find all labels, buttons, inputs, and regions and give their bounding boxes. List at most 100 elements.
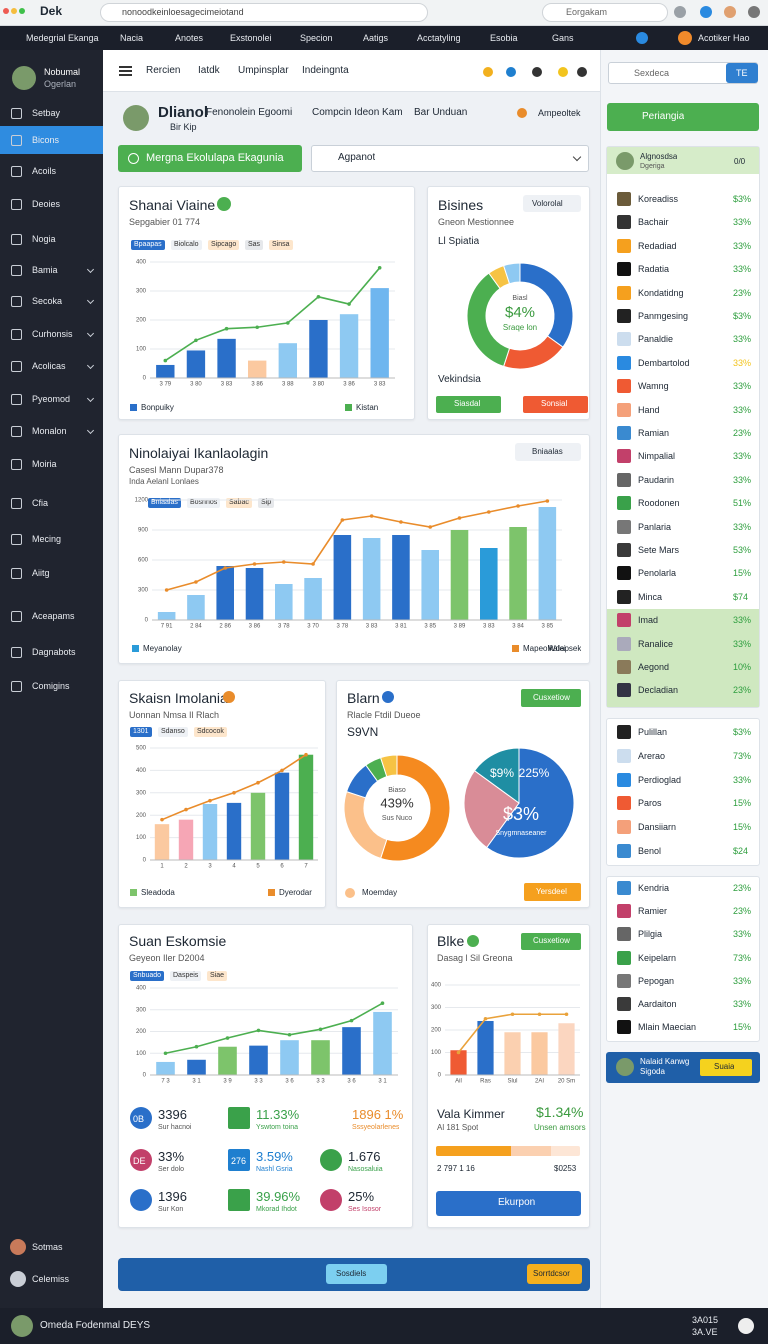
sidebar-item[interactable]: Cfia <box>32 498 49 508</box>
sidebar-item[interactable]: Monalon <box>32 426 67 436</box>
row-name[interactable]: Minca <box>638 591 663 602</box>
banner-secondary[interactable] <box>527 1264 582 1284</box>
card-select-text[interactable]: Bniaalas <box>532 447 563 456</box>
row-name[interactable]: Dembartolod <box>638 357 690 368</box>
panel-user-button[interactable] <box>700 1059 752 1076</box>
card-button-text[interactable]: Cusxetiow <box>533 693 570 702</box>
select[interactable] <box>311 145 589 172</box>
sidebar-item[interactable]: Acoils <box>32 166 57 176</box>
panel-user-button-text[interactable]: Suaia <box>714 1062 735 1071</box>
sidebar-item[interactable]: Aiitg <box>32 568 50 578</box>
row-name[interactable]: Hand <box>638 404 660 415</box>
legend-chip[interactable]: Snbuado <box>130 971 165 981</box>
card-select-text[interactable]: Volorolal <box>532 199 563 208</box>
sidebar-bottom-item[interactable]: Celemiss <box>32 1274 70 1284</box>
summary-button[interactable] <box>436 1191 581 1216</box>
nav-item[interactable]: Exstonolei <box>230 33 272 43</box>
sidebar-item[interactable]: Curhonsis <box>32 329 73 339</box>
legend-chip[interactable]: Bosnnos <box>187 498 221 508</box>
card-select[interactable] <box>523 195 581 212</box>
legend-chip[interactable]: 1301 <box>130 727 152 737</box>
nav-item[interactable]: Specion <box>300 33 333 43</box>
row-name[interactable]: Paudarin <box>638 474 675 485</box>
sidebar-item[interactable]: Bamia <box>32 265 58 275</box>
row-name[interactable]: Decladian <box>638 685 679 696</box>
legend-chip[interactable]: Sas <box>245 240 264 250</box>
header-link[interactable]: Fenonolein Egoomi <box>206 107 293 118</box>
nav-item[interactable]: Aatigs <box>363 33 389 43</box>
legend-chip[interactable]: Siae <box>207 971 228 981</box>
sidebar-item[interactable]: Mecing <box>32 534 62 544</box>
nav-item[interactable]: Esobia <box>490 33 518 43</box>
card-button-text[interactable]: Siasdal <box>454 399 481 408</box>
sidebar-item[interactable]: Secoka <box>32 296 63 306</box>
toolbar-tab[interactable]: Iatdk <box>198 65 220 76</box>
card-button[interactable] <box>521 689 581 707</box>
row-name[interactable]: Mlain Maecian <box>638 1022 697 1033</box>
sidebar-item[interactable]: Moiria <box>32 459 57 469</box>
legend-chip[interactable]: Biolcalo <box>171 240 202 250</box>
row-name[interactable]: Arerao <box>638 750 666 761</box>
banner-primary[interactable] <box>326 1264 387 1284</box>
legend-chip[interactable]: Daspeis <box>170 971 202 981</box>
legend-chip[interactable]: Sdanso <box>158 727 188 737</box>
card-button[interactable] <box>436 396 501 413</box>
row-name[interactable]: Aardaiton <box>638 999 677 1009</box>
row-name[interactable]: Keipelarn <box>638 952 677 963</box>
banner-primary-text[interactable]: Sosdiels <box>336 1269 367 1278</box>
row-name[interactable]: Kondatidng <box>638 287 684 298</box>
sidebar-item[interactable]: Deoies <box>32 199 61 209</box>
sidebar-item[interactable]: Aceapams <box>32 611 75 621</box>
row-name[interactable]: Roodonen <box>638 498 680 509</box>
row-name[interactable]: Dansiiarn <box>638 822 677 833</box>
search-button-text[interactable]: TE <box>736 68 748 78</box>
sidebar-item[interactable]: Acolicas <box>32 361 66 371</box>
row-name[interactable]: Benol <box>638 846 662 856</box>
header-link[interactable]: Compcin Ideon Kam <box>312 107 403 118</box>
row-name[interactable]: Ranalice <box>638 638 674 649</box>
legend-chip[interactable]: Bpaapas <box>131 240 165 250</box>
legend-chip[interactable]: Sabac <box>226 498 252 508</box>
legend-chip[interactable]: Sdcocok <box>194 727 227 737</box>
card-button[interactable] <box>524 883 581 901</box>
card-select[interactable] <box>515 443 581 461</box>
row-name[interactable]: Aegond <box>638 662 670 672</box>
row-name[interactable]: Panaldie <box>638 334 674 345</box>
row-name[interactable]: Pulillan <box>638 727 668 737</box>
nav-item[interactable]: Medegrial Ekanga <box>26 33 99 43</box>
row-name[interactable]: Ramier <box>638 906 668 917</box>
row-name[interactable]: Plilgia <box>638 929 663 940</box>
sidebar-item[interactable]: Bicons <box>32 135 60 145</box>
header-link[interactable]: Bar Unduan <box>414 107 468 118</box>
nav-item[interactable]: Anotes <box>175 33 204 43</box>
row-name[interactable]: Perdioglad <box>638 774 682 785</box>
row-name[interactable]: Paros <box>638 798 662 809</box>
header-action[interactable]: Ampeoltek <box>538 108 581 118</box>
row-name[interactable]: Panmgesing <box>638 311 689 321</box>
card-button-text[interactable]: Sonsial <box>541 399 568 408</box>
legend-chip[interactable]: Sipcago <box>208 240 240 250</box>
sidebar-item[interactable]: Nogia <box>32 234 56 244</box>
banner-secondary-text[interactable]: Sorrtdcsor <box>533 1269 570 1278</box>
card-button-text[interactable]: Yersdeel <box>536 887 567 896</box>
sidebar-bottom-item[interactable]: Sotmas <box>32 1242 63 1252</box>
nav-item[interactable]: Nacia <box>120 33 144 43</box>
nav-user[interactable]: Acotiker Hao <box>698 33 750 43</box>
row-name[interactable]: Ramian <box>638 428 670 438</box>
row-name[interactable]: Kendria <box>638 883 670 893</box>
row-name[interactable]: Sete Mars <box>638 545 680 555</box>
row-name[interactable]: Radatia <box>638 264 670 275</box>
row-name[interactable]: Pepogan <box>638 975 675 986</box>
card-button[interactable] <box>523 396 588 413</box>
card-button[interactable] <box>521 933 581 950</box>
row-name[interactable]: Nimpalial <box>638 451 676 462</box>
toolbar-tab[interactable]: Rercien <box>146 65 181 76</box>
panel-button[interactable] <box>607 103 759 131</box>
toolbar-tab[interactable]: Umpinsplar <box>238 65 289 76</box>
row-name[interactable]: Redadiad <box>638 240 677 251</box>
legend-chip[interactable]: Sip <box>258 498 275 508</box>
legend-chip[interactable]: Sinsa <box>269 240 293 250</box>
legend-chip[interactable]: Bniaalas <box>148 498 181 508</box>
primary-text[interactable]: Mergna Ekolulapa Ekagunia <box>146 152 284 164</box>
row-name[interactable]: Wamng <box>638 381 669 392</box>
